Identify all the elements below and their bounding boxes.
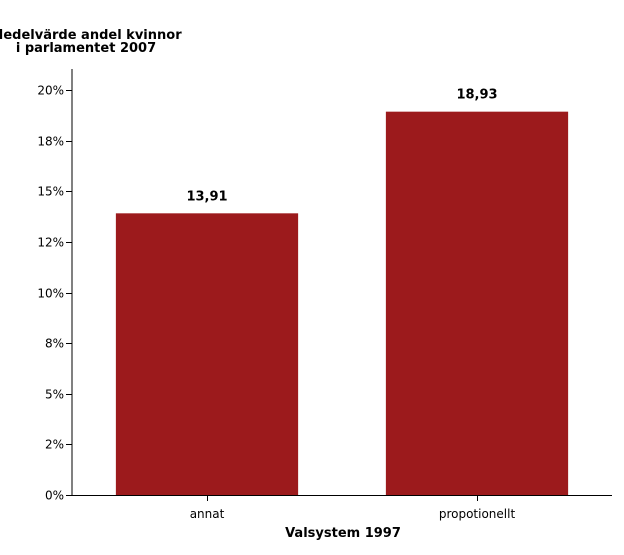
y-tick-label: 20% [37, 84, 64, 98]
y-tick-label: 10% [37, 287, 64, 301]
data-labels: 13,91 18,93 [186, 88, 497, 205]
y-tick-label: 12% [37, 236, 64, 250]
y-tick-label: 5% [45, 388, 64, 402]
y-axis: 0% 2% 5% 8% 10% 12% 15% 18% 20% [37, 69, 73, 503]
bar-propotionellt [385, 111, 569, 495]
bars [115, 111, 569, 495]
y-tick-label: 15% [37, 185, 64, 199]
data-label: 13,91 [186, 189, 227, 204]
data-label: 18,93 [456, 88, 497, 103]
y-tick-label: 0% [45, 489, 64, 503]
y-axis-title: Medelvärde andel kvinnor i parlamentet 2… [0, 28, 182, 56]
y-tick-label: 18% [37, 135, 64, 149]
y-axis-title-line-1: Medelvärde andel kvinnor [0, 28, 182, 43]
x-axis-title: Valsystem 1997 [285, 526, 401, 541]
x-axis: annat propotionellt [72, 495, 612, 521]
x-tick-label: propotionellt [439, 507, 516, 521]
x-tick-label: annat [190, 507, 225, 521]
y-tick-label: 8% [45, 337, 64, 351]
y-tick-label: 2% [45, 438, 64, 452]
y-axis-title-line-2: i parlamentet 2007 [16, 41, 156, 56]
bar-annat [115, 213, 299, 495]
